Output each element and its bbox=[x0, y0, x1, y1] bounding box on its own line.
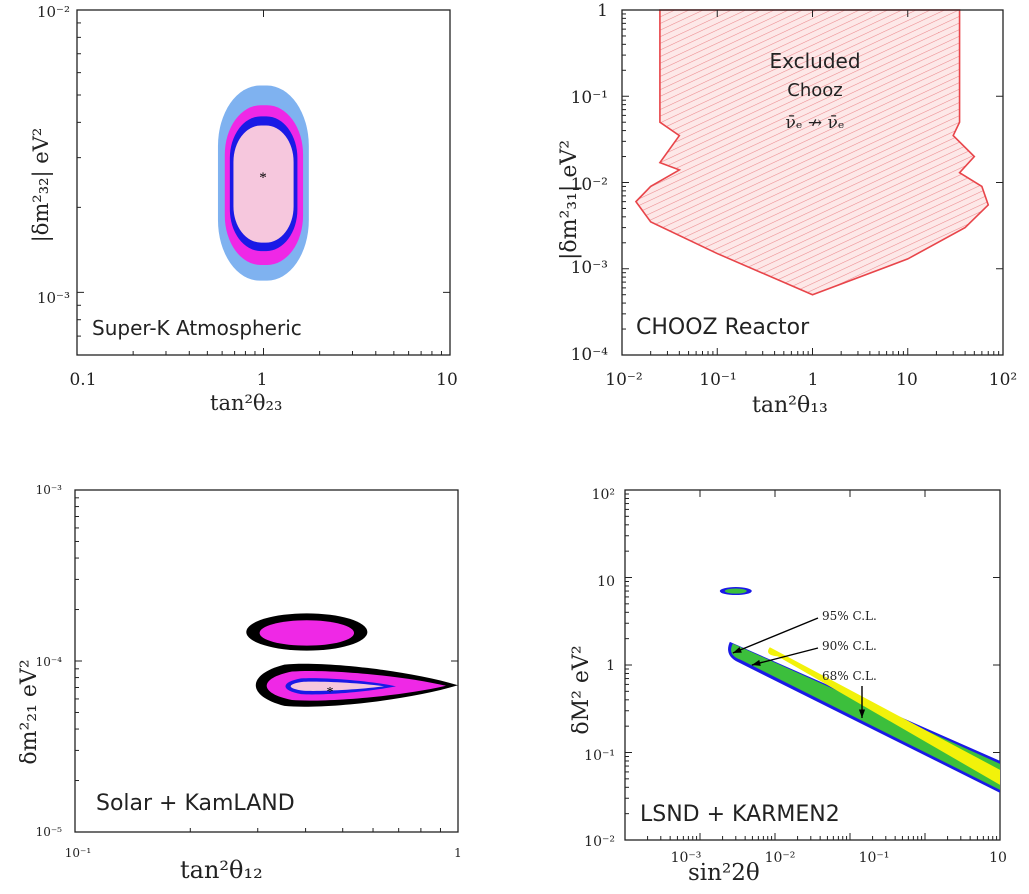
axis-ticks bbox=[74, 489, 459, 833]
x-tick-label: 10⁻² bbox=[605, 370, 642, 390]
x-tick-label: 10 bbox=[989, 850, 1007, 866]
plot-frame bbox=[74, 489, 459, 833]
panel-lsnd-karmen: 95% C.L. 90% C.L. 68% C.L. LSND + KARMEN… bbox=[569, 487, 1007, 886]
cl-arrows bbox=[732, 617, 866, 718]
x-tick-label: 1 bbox=[808, 370, 819, 390]
best-fit-marker: * bbox=[327, 685, 334, 700]
excluded-region bbox=[634, 9, 990, 296]
y-tick-label: 10⁻⁵ bbox=[36, 825, 63, 839]
y-tick-label: 10⁻⁴ bbox=[571, 345, 609, 365]
axis-ticks bbox=[625, 489, 1001, 841]
y-axis-label: |δm²₃₁| eV² bbox=[557, 140, 582, 260]
y-axis-label: δM² eV² bbox=[569, 645, 594, 734]
panel-label: LSND + KARMEN2 bbox=[640, 802, 840, 827]
region-core bbox=[233, 125, 294, 243]
axis-ticks bbox=[621, 9, 1004, 356]
arrow-95cl-head bbox=[732, 646, 742, 654]
island-90cl bbox=[724, 588, 747, 594]
y-tick-label: 10⁻³ bbox=[571, 258, 608, 278]
lower-island-core bbox=[290, 681, 384, 691]
panel-chooz: Excluded Chooz ν̄ₑ ↛ ν̄ₑ CHOOZ Reactor 1… bbox=[557, 1, 1017, 418]
x-tick-label: 10 bbox=[436, 370, 458, 390]
y-tick-label: 10⁻² bbox=[584, 834, 615, 850]
y-tick-label: 10⁻² bbox=[571, 175, 608, 195]
cl-label-68: 68% C.L. bbox=[822, 669, 877, 683]
upper-island-mid bbox=[259, 620, 355, 646]
cl-label-95: 95% C.L. bbox=[822, 609, 877, 623]
panel-label: Super-K Atmospheric bbox=[92, 316, 302, 340]
x-tick-label: 10⁻³ bbox=[671, 850, 702, 866]
x-tick-label: 1 bbox=[454, 846, 462, 860]
y-axis-label: |δm²₃₂| eV² bbox=[29, 128, 54, 243]
y-tick-label: 10⁻³ bbox=[37, 289, 70, 307]
panel-super-k: * Super-K Atmospheric 10⁻² 10⁻³ 0.1 1 10… bbox=[29, 3, 458, 415]
x-axis-label: tan²θ₁₃ bbox=[752, 393, 828, 418]
x-tick-label: 10⁻¹ bbox=[859, 850, 890, 866]
y-axis-label: δm²₂₁ eV² bbox=[17, 659, 42, 764]
region-68cl bbox=[768, 647, 1000, 785]
superk-regions bbox=[217, 85, 309, 281]
y-tick-label: 10⁻¹ bbox=[571, 88, 608, 108]
y-tick-label: 10 bbox=[597, 574, 615, 590]
best-fit-marker: * bbox=[259, 170, 267, 186]
y-tick-label: 10⁻² bbox=[37, 3, 70, 21]
y-tick-label: 10⁻⁴ bbox=[36, 655, 63, 669]
axis-ticks bbox=[76, 9, 451, 356]
y-tick-label: 1 bbox=[597, 1, 608, 21]
arrow-68cl-head bbox=[858, 709, 866, 718]
x-tick-label: 10⁻¹ bbox=[65, 846, 91, 860]
cl-label-90: 90% C.L. bbox=[822, 639, 877, 653]
panel-solar-kamland: * Solar + KamLAND 10⁻³ 10⁻⁴ 10⁻⁵ 10⁻¹ 1 … bbox=[17, 483, 462, 884]
panel-label: CHOOZ Reactor bbox=[636, 315, 810, 340]
panel-label: Solar + KamLAND bbox=[96, 791, 295, 816]
x-tick-label: 0.1 bbox=[69, 370, 96, 390]
y-tick-label: 10² bbox=[592, 487, 615, 503]
annotation-line: ν̄ₑ ↛ ν̄ₑ bbox=[786, 113, 845, 133]
region-90cl bbox=[731, 643, 1000, 790]
x-tick-label: 10⁻¹ bbox=[699, 370, 736, 390]
y-tick-label: 10⁻³ bbox=[36, 483, 63, 497]
x-axis-label: sin²2θ bbox=[688, 860, 760, 886]
y-tick-label: 10⁻¹ bbox=[584, 748, 615, 764]
annotation-line: Chooz bbox=[787, 80, 842, 101]
plot-frame bbox=[624, 489, 1001, 841]
solar-regions bbox=[246, 613, 458, 707]
x-tick-label: 10⁻² bbox=[765, 850, 796, 866]
x-axis-label: tan²θ₂₃ bbox=[210, 391, 282, 415]
x-tick-label: 1 bbox=[257, 370, 268, 390]
lsnd-regions bbox=[719, 587, 1000, 793]
annotation-line: Excluded bbox=[769, 49, 860, 73]
arrow-95cl bbox=[732, 617, 819, 654]
x-axis-label: tan²θ₁₂ bbox=[180, 856, 263, 884]
arrow-90cl-head bbox=[751, 659, 761, 666]
x-tick-label: 10² bbox=[989, 370, 1017, 390]
x-tick-label: 10 bbox=[896, 370, 918, 390]
y-tick-label: 1 bbox=[606, 658, 615, 674]
arrow-90cl bbox=[751, 647, 819, 666]
